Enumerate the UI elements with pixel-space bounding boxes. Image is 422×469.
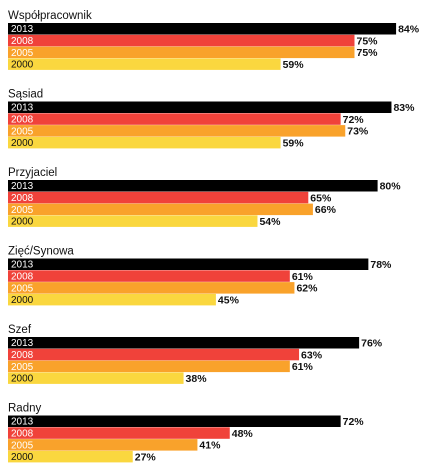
bar-2008 bbox=[8, 270, 290, 282]
group-title: Zięć/Synowa bbox=[8, 246, 74, 258]
bar-2013 bbox=[8, 180, 378, 192]
group-title: Radny bbox=[8, 403, 41, 415]
bar-2013 bbox=[8, 101, 392, 113]
bar-group: Przyjaciel 2013 80% 2008 65% 2005 66% 2000 54% bbox=[8, 167, 401, 228]
value-label: 41% bbox=[199, 440, 221, 452]
bar-2013 bbox=[8, 23, 397, 35]
bar-2013 bbox=[8, 337, 360, 349]
value-label: 38% bbox=[186, 373, 208, 385]
value-label: 72% bbox=[343, 114, 365, 126]
series-label: 2013 bbox=[11, 417, 34, 428]
series-label: 2013 bbox=[11, 338, 34, 349]
bar-2008 bbox=[8, 348, 300, 361]
bar-2000 bbox=[8, 372, 184, 384]
series-label: 2000 bbox=[11, 60, 34, 71]
bar-2005 bbox=[8, 282, 295, 294]
value-label: 73% bbox=[347, 126, 369, 138]
series-label: 2013 bbox=[11, 260, 34, 271]
value-label: 75% bbox=[357, 47, 379, 59]
bar-2008 bbox=[8, 427, 230, 439]
value-label: 61% bbox=[292, 271, 314, 283]
bar-group: Szef 2013 76% 2008 63% 2005 61% 2000 38% bbox=[8, 324, 383, 385]
series-label: 2005 bbox=[11, 440, 34, 451]
value-label: 66% bbox=[315, 204, 337, 216]
value-label: 59% bbox=[283, 59, 305, 71]
series-label: 2008 bbox=[11, 36, 34, 47]
bar-group: Zięć/Synowa 2013 78% 2008 61% 2005 62% 2000 45% bbox=[8, 246, 392, 306]
value-label: 65% bbox=[310, 192, 332, 204]
series-label: 2000 bbox=[11, 295, 34, 306]
value-label: 63% bbox=[301, 349, 323, 361]
bar-2005 bbox=[8, 360, 290, 373]
series-label: 2005 bbox=[11, 362, 34, 373]
value-label: 76% bbox=[361, 338, 383, 350]
bar-2013 bbox=[8, 415, 341, 427]
series-label: 2005 bbox=[11, 126, 34, 137]
value-label: 59% bbox=[283, 137, 305, 149]
bar-2008 bbox=[8, 113, 341, 125]
value-label: 78% bbox=[370, 259, 392, 271]
value-label: 75% bbox=[357, 35, 379, 47]
series-label: 2005 bbox=[11, 48, 34, 59]
bar-2008 bbox=[8, 34, 355, 47]
bar-group: Współpracownik 2013 84% 2008 75% 2005 75% 2000 5… bbox=[8, 10, 420, 71]
bar-2000 bbox=[8, 293, 216, 306]
series-label: 2000 bbox=[11, 452, 34, 463]
value-label: 80% bbox=[380, 181, 402, 193]
bar-2005 bbox=[8, 203, 313, 216]
series-label: 2008 bbox=[11, 115, 34, 126]
series-label: 2013 bbox=[11, 24, 34, 35]
series-label: 2005 bbox=[11, 205, 34, 216]
series-label: 2005 bbox=[11, 283, 34, 294]
bar-2000 bbox=[8, 215, 258, 227]
bar-2000 bbox=[8, 58, 281, 70]
bar-2000 bbox=[8, 136, 281, 149]
bar-group: Sąsiad 2013 83% 2008 72% 2005 73% 2000 59% bbox=[8, 89, 415, 149]
value-label: 84% bbox=[398, 24, 420, 36]
bar-2000 bbox=[8, 450, 133, 463]
bar-2005 bbox=[8, 125, 346, 137]
series-label: 2008 bbox=[11, 193, 34, 204]
series-label: 2013 bbox=[11, 181, 34, 192]
value-label: 62% bbox=[296, 283, 318, 295]
bar-2008 bbox=[8, 191, 309, 204]
group-title: Współpracownik bbox=[8, 10, 92, 22]
group-title: Sąsiad bbox=[8, 89, 43, 101]
series-label: 2000 bbox=[11, 217, 34, 228]
value-label: 27% bbox=[135, 451, 157, 463]
value-label: 83% bbox=[393, 102, 415, 114]
value-label: 48% bbox=[232, 428, 254, 440]
value-label: 61% bbox=[292, 361, 314, 373]
bar-group: Radny 2013 72% 2008 48% 2005 41% 2000 27% bbox=[8, 403, 365, 463]
series-label: 2013 bbox=[11, 103, 34, 114]
series-label: 2008 bbox=[11, 272, 34, 283]
series-label: 2008 bbox=[11, 429, 34, 440]
series-label: 2008 bbox=[11, 350, 34, 361]
bar-2013 bbox=[8, 258, 369, 270]
value-label: 45% bbox=[218, 294, 240, 306]
group-title: Przyjaciel bbox=[8, 167, 57, 179]
series-label: 2000 bbox=[11, 374, 34, 385]
value-label: 72% bbox=[343, 416, 365, 428]
bar-2005 bbox=[8, 46, 355, 59]
value-label: 54% bbox=[259, 216, 281, 228]
series-label: 2000 bbox=[11, 138, 34, 149]
bar-2005 bbox=[8, 439, 198, 451]
group-title: Szef bbox=[8, 324, 32, 336]
